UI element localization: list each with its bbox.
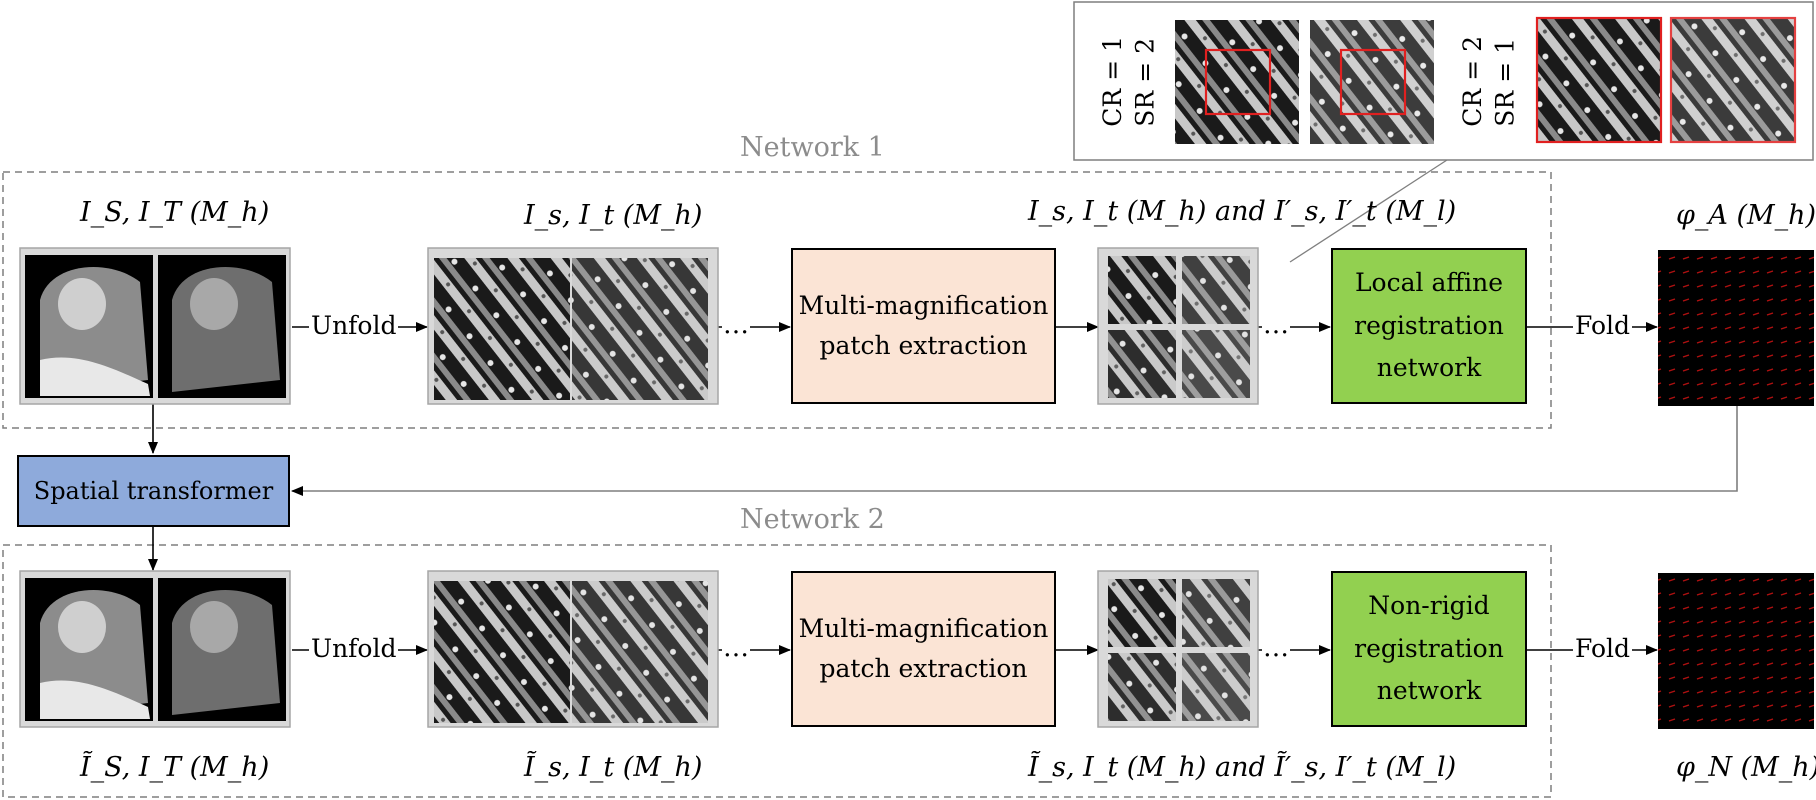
label-patches-2: Ĩ_s, I_t (M_h)	[524, 752, 703, 783]
warped-source-patch	[434, 581, 570, 723]
label-affine-field: φ_A (M_h)	[1676, 200, 1816, 231]
network-2-frame	[2, 544, 1552, 798]
affine-line2: registration	[1354, 310, 1504, 340]
source-patch-1	[434, 258, 570, 400]
extract1-line1: Multi-magnification	[798, 291, 1049, 320]
affine-line3: network	[1376, 353, 1482, 383]
network-1-frame	[2, 171, 1552, 429]
ellipsis-patches-1: …	[722, 310, 750, 340]
inset-label-left: CR = 1 SR = 2	[1097, 36, 1162, 127]
label-nonrigid-field: φ_N (M_h)	[1676, 752, 1816, 783]
patch-extraction-box-2: Multi-magnification patch extraction	[791, 571, 1056, 727]
inset-callout-line	[1289, 159, 1448, 263]
local-affine-network-box: Local affine registration network	[1331, 248, 1527, 404]
patch-extraction-box-1: Multi-magnification patch extraction	[791, 248, 1056, 404]
extract2-line2: patch extraction	[819, 654, 1028, 683]
ellipsis-patches-2: …	[722, 633, 750, 663]
label-multi-patches-1: I_s, I_t (M_h) and I′_s, I′_t (M_l)	[1028, 196, 1457, 227]
network-1-title: Network 1	[740, 132, 885, 163]
label-input-pair-2: Ĩ_S, I_T (M_h)	[80, 752, 270, 783]
nonrigid-deformation-field	[1658, 573, 1814, 729]
nonrigid-line1: Non-rigid	[1368, 591, 1490, 621]
nonrigid-network-box: Non-rigid registration network	[1331, 571, 1527, 727]
label-patches-1: I_s, I_t (M_h)	[524, 200, 703, 231]
nonrigid-line3: network	[1376, 676, 1482, 706]
ellipsis-multi-2: …	[1262, 633, 1290, 663]
affine-line1: Local affine	[1354, 268, 1504, 298]
ellipsis-multi-1: …	[1262, 310, 1290, 340]
target-patch-2	[572, 581, 708, 723]
network-2-title: Network 2	[740, 504, 885, 535]
arrow-field-to-stn	[291, 406, 1738, 496]
unfold-label-1: Unfold	[309, 311, 399, 340]
label-input-pair-1: I_S, I_T (M_h)	[80, 197, 270, 228]
inset-right-cr: CR = 2	[1458, 36, 1487, 127]
inset-patch-cr1-source	[1175, 20, 1299, 144]
nonrigid-line2: registration	[1354, 633, 1504, 663]
inset-patch-cr2-target	[1669, 16, 1797, 144]
inset-left-cr: CR = 1	[1098, 36, 1127, 127]
target-patch-1	[572, 258, 708, 400]
fold-label-2: Fold	[1573, 634, 1633, 663]
inset-patch-cr2-source	[1535, 16, 1663, 144]
affine-deformation-field	[1658, 250, 1814, 406]
extract1-line2: patch extraction	[819, 331, 1028, 360]
fold-label-1: Fold	[1573, 311, 1633, 340]
spatial-transformer-box: Spatial transformer	[17, 455, 290, 527]
inset-left-sr: SR = 2	[1130, 38, 1160, 127]
extract2-line1: Multi-magnification	[798, 614, 1049, 643]
inset-patch-cr1-target	[1310, 20, 1434, 144]
unfold-label-2: Unfold	[309, 634, 399, 663]
inset-right-sr: SR = 1	[1490, 38, 1520, 127]
inset-label-right: CR = 2 SR = 1	[1457, 36, 1522, 127]
label-multi-patches-2: Ĩ_s, I_t (M_h) and Ĩ′_s, I′_t (M_l)	[1028, 752, 1457, 783]
